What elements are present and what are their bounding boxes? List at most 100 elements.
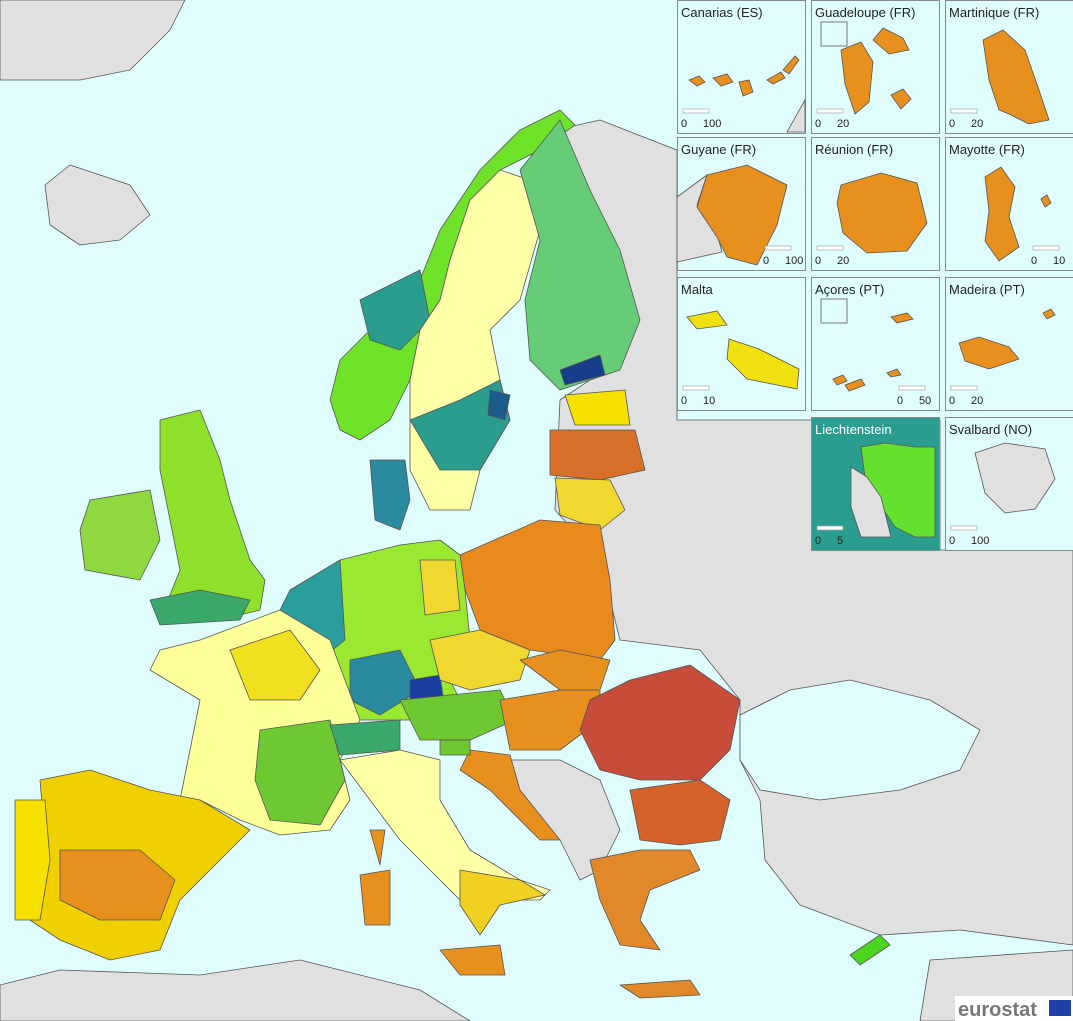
finland (519, 119, 641, 391)
inset: Mayotte (FR) 0 10 (945, 137, 1073, 271)
stockholm (487, 389, 511, 421)
uk-south (149, 589, 251, 626)
inset-title: Mayotte (FR) (949, 142, 1025, 157)
inset-region (872, 27, 910, 55)
germany-east (419, 559, 461, 616)
slovakia (519, 649, 611, 691)
czechia (429, 629, 531, 691)
inset-region (850, 466, 892, 538)
inset: Guyane (FR) 0 100 (676, 137, 806, 271)
inset: Martinique (FR) 0 20 (945, 0, 1073, 134)
greenland (0, 0, 186, 81)
crete (619, 979, 701, 999)
norway-west (359, 269, 431, 351)
austria (399, 689, 516, 741)
italy-south (459, 869, 546, 936)
scale-label: 5 (837, 535, 843, 547)
inset-title: Réunion (FR) (815, 142, 893, 157)
scale-label: 100 (785, 255, 803, 267)
scale-bar (898, 385, 926, 391)
iceland (44, 164, 151, 246)
scale-label: 10 (703, 395, 715, 407)
scale-label: 0 (815, 118, 821, 130)
inset-region (712, 73, 734, 87)
cyprus (849, 934, 891, 966)
inset-title: Martinique (FR) (949, 5, 1039, 20)
logo-text: eurostat (958, 999, 1037, 1021)
norway (329, 109, 576, 441)
scale-label: 100 (971, 535, 989, 547)
scale-label: 0 (949, 535, 955, 547)
inset-title: Açores (PT) (815, 282, 884, 297)
inset-region (782, 55, 800, 75)
scale-label: 0 (681, 395, 687, 407)
inset-title: Guyane (FR) (681, 142, 756, 157)
inset-region (688, 75, 706, 87)
inset: Svalbard (NO) 0 100 (945, 417, 1073, 551)
scale-label: 20 (971, 395, 983, 407)
inset-land-gray (786, 98, 806, 133)
scale-label: 0 (815, 255, 821, 267)
scale-label: 100 (703, 118, 721, 130)
scale-bar (950, 108, 978, 114)
scale-bar (816, 108, 844, 114)
lithuania (554, 477, 626, 531)
inset-region (886, 368, 902, 378)
inset-region (766, 71, 786, 85)
inset-region (696, 164, 788, 266)
scale-label: 20 (971, 118, 983, 130)
inset: Guadeloupe (FR) 0 20 (811, 0, 940, 134)
black-sea (739, 679, 981, 801)
inset-region (726, 338, 800, 390)
inset-region (1042, 308, 1056, 320)
inset-region (974, 442, 1056, 514)
inset-region (686, 310, 728, 330)
scale-label: 0 (897, 395, 903, 407)
scale-label: 0 (949, 118, 955, 130)
inset-region (890, 312, 914, 324)
scale-label: 0 (681, 118, 687, 130)
bulgaria (629, 779, 731, 846)
inset: Canarias (ES) 0 100 (677, 0, 806, 134)
scale-bar (682, 108, 710, 114)
africa (0, 959, 471, 1021)
inset: Malta 0 10 (677, 277, 806, 411)
inset-subframe (820, 21, 848, 47)
scale-bar (950, 525, 978, 531)
scale-label: 0 (815, 535, 821, 547)
spain-centre (59, 849, 176, 921)
scale-label: 20 (837, 255, 849, 267)
corsica (369, 829, 386, 866)
scale-label: 0 (763, 255, 769, 267)
romania (579, 664, 741, 781)
scale-label: 20 (837, 118, 849, 130)
united-kingdom (159, 409, 266, 621)
scale-bar (816, 245, 844, 251)
helsinki (559, 354, 606, 386)
inset-title: Liechtenstein (815, 422, 892, 437)
inset-title: Malta (681, 282, 714, 297)
eu-flag (1049, 1000, 1071, 1016)
inset-region (844, 378, 866, 392)
inset-region (836, 172, 928, 254)
inset-title-bg (815, 421, 903, 439)
greece (589, 849, 701, 951)
switzerland (329, 719, 401, 756)
scale-label: 10 (1053, 255, 1065, 267)
inset-title: Madeira (PT) (949, 282, 1025, 297)
inset-title: Canarias (ES) (681, 5, 763, 20)
slovenia (439, 739, 471, 756)
scale-bar (816, 525, 844, 531)
scale-bar (764, 245, 792, 251)
inset: Madeira (PT) 0 20 (945, 277, 1073, 411)
croatia (459, 749, 561, 841)
inset-region (958, 336, 1020, 370)
latvia (549, 429, 646, 481)
inset: Açores (PT) 0 50 (811, 277, 940, 411)
france-south (254, 719, 346, 826)
scale-label: 0 (949, 395, 955, 407)
sardinia (359, 869, 391, 926)
